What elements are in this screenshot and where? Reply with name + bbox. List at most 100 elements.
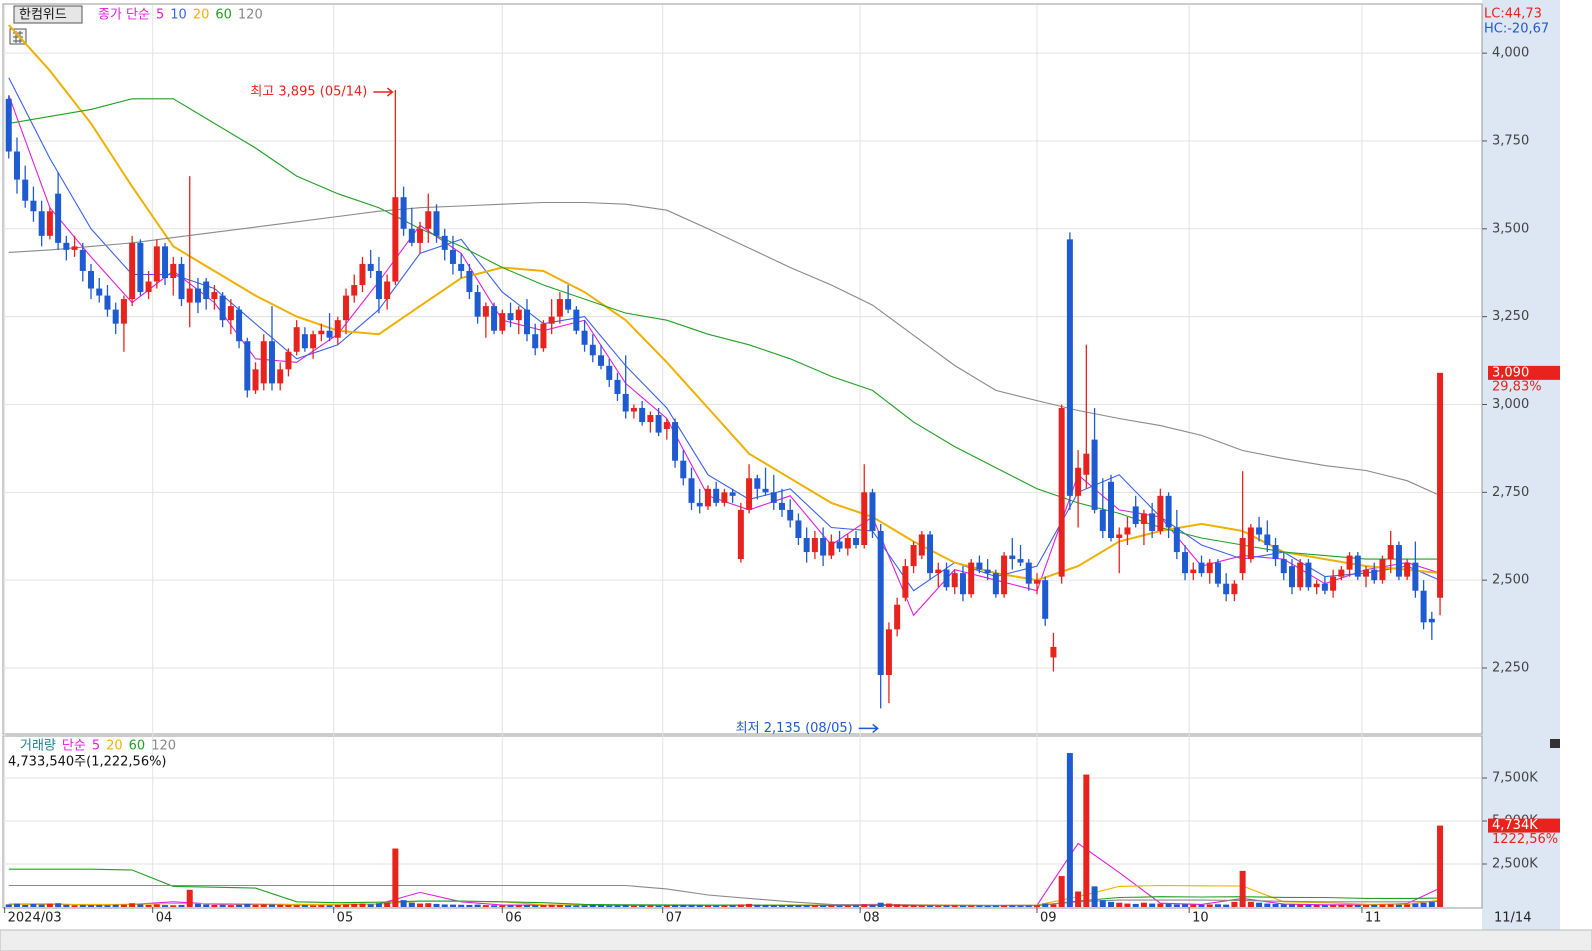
candle-body: [877, 530, 884, 676]
volume-bar: [663, 905, 670, 907]
y-tick-label: 7,500K: [1492, 771, 1538, 786]
candle-body: [1198, 562, 1205, 574]
candle-body: [359, 263, 366, 286]
volume-bar: [38, 904, 45, 907]
volume-bar: [466, 904, 473, 907]
candle-body: [1165, 495, 1172, 528]
stock-name-box: [13, 5, 83, 24]
candle-body: [663, 422, 670, 430]
candle-body: [343, 295, 350, 321]
volume-bar: [194, 903, 201, 907]
candle-body: [384, 281, 391, 300]
volume-bar: [63, 904, 70, 907]
volume-bar: [1330, 904, 1337, 907]
candle-body: [137, 242, 144, 293]
candle-body: [910, 545, 917, 567]
candle-body: [992, 573, 999, 595]
candle-body: [351, 285, 358, 296]
y-tick-label: 2,500K: [1492, 857, 1538, 872]
candle-body: [162, 246, 169, 278]
candle-body: [55, 193, 62, 243]
candle-body: [293, 327, 300, 352]
candle-body: [1149, 513, 1156, 531]
scrollbar[interactable]: [0, 929, 1592, 951]
volume-bar: [88, 905, 95, 907]
candle-body: [186, 288, 193, 303]
volume-bar: [1198, 904, 1205, 907]
candle-body: [672, 422, 679, 461]
candle-body: [828, 541, 835, 556]
candle-body: [1140, 513, 1147, 524]
volume-bar: [1091, 886, 1098, 907]
candle-body: [935, 569, 942, 574]
candle-body: [795, 520, 802, 538]
candle-body: [523, 309, 530, 335]
volume-bar: [227, 905, 234, 907]
volume-bar: [828, 905, 835, 907]
volume-bar: [30, 903, 37, 907]
volume-bar: [1058, 876, 1065, 907]
volume-bar: [959, 905, 966, 907]
volume-bar: [1305, 904, 1312, 907]
candle-body: [820, 538, 827, 556]
candle-body: [30, 200, 37, 212]
volume-bar: [425, 903, 432, 907]
candle-body: [1108, 481, 1115, 538]
volume-bar: [1420, 902, 1427, 907]
volume-bar: [861, 904, 868, 907]
volume-bar: [285, 905, 292, 907]
volume-bar: [351, 903, 358, 907]
volume-bar: [137, 904, 144, 907]
volume-bar: [820, 905, 827, 907]
candle-body: [1124, 527, 1131, 535]
candle-body: [1083, 453, 1090, 475]
volume-bar: [433, 903, 440, 907]
volume-bar: [301, 904, 308, 907]
candle-body: [285, 351, 292, 370]
candle-body: [482, 306, 489, 317]
volume-bar: [787, 904, 794, 907]
candle-body: [170, 263, 177, 278]
candle-body: [1091, 439, 1098, 510]
candle-body: [466, 270, 473, 293]
volume-bar: [737, 904, 744, 907]
volume-bar: [984, 905, 991, 907]
volume-bar: [1017, 905, 1024, 907]
volume-bar: [79, 904, 86, 907]
volume-bar: [1437, 825, 1444, 907]
candle-body: [441, 235, 448, 250]
candle-body: [1066, 239, 1073, 496]
volume-summary: 4,733,540주(1,222,56%): [8, 755, 167, 770]
x-tick-label: 08: [863, 911, 880, 926]
candle-body: [984, 569, 991, 574]
volume-bar: [655, 905, 662, 907]
volume-bar: [713, 905, 720, 907]
volume-bar: [968, 905, 975, 907]
ma-line: [8, 868, 1441, 907]
candle-body: [688, 478, 695, 503]
volume-bar: [918, 905, 925, 907]
volume-bar: [795, 905, 802, 907]
volume-bar: [1116, 902, 1123, 907]
candle-body: [211, 292, 218, 300]
volume-bar: [770, 905, 777, 907]
volume-bar: [762, 905, 769, 907]
candle-body: [1288, 566, 1295, 588]
candle-body: [1173, 527, 1180, 553]
volume-bar: [844, 905, 851, 907]
annotation-high: 최고 3,895 (05/14): [250, 85, 367, 100]
candle-body: [1280, 559, 1287, 574]
candle-body: [853, 538, 860, 546]
close-icon[interactable]: [1550, 739, 1560, 748]
candle-body: [1363, 569, 1370, 577]
volume-bar: [992, 905, 999, 907]
volume-bar: [46, 903, 53, 907]
volume-bar: [1387, 904, 1394, 907]
legend-entry: 60: [129, 739, 146, 754]
candle-body: [310, 334, 317, 349]
candle-body: [968, 562, 975, 595]
candle-body: [194, 288, 201, 303]
candle-body: [902, 566, 909, 598]
volume-bar: [696, 905, 703, 907]
volume-bar: [1280, 904, 1287, 907]
